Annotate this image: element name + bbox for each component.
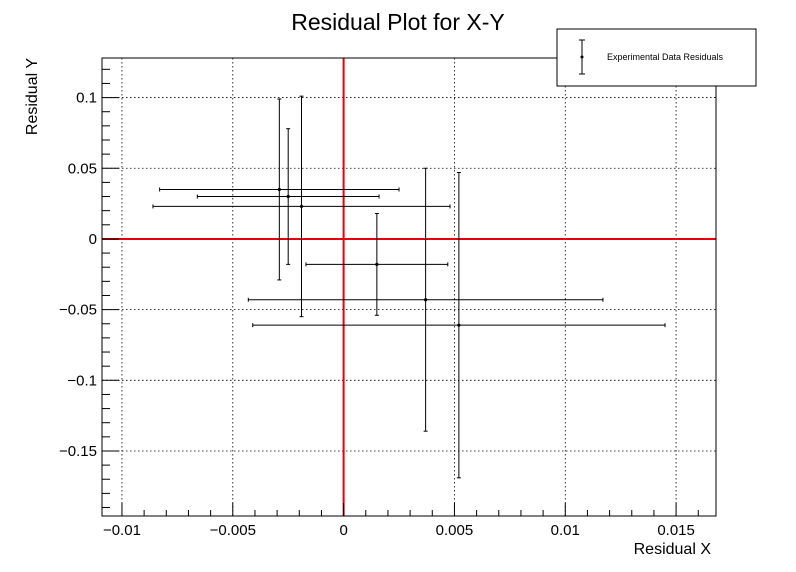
y-tick-label: 0 — [89, 231, 97, 248]
y-tick-label: 0.1 — [76, 90, 97, 107]
data-points — [152, 95, 666, 479]
point-marker — [424, 298, 428, 302]
y-tick-label: 0.05 — [68, 160, 97, 177]
point-marker — [375, 262, 379, 266]
y-tick-label: −0.05 — [59, 302, 97, 319]
legend-marker-icon — [579, 39, 585, 75]
plot-frame — [101, 57, 717, 517]
x-tick-label: −0.01 — [103, 522, 141, 539]
chart-title: Residual Plot for X-Y — [291, 9, 504, 35]
y-tick-label: −0.1 — [67, 372, 97, 389]
x-axis-title: Residual X — [634, 541, 712, 558]
point-marker — [286, 194, 290, 199]
y-tick-label: −0.15 — [59, 443, 97, 460]
data-point — [247, 167, 604, 432]
x-tick-label: 0.015 — [657, 522, 695, 539]
x-tick-label: 0.005 — [436, 522, 474, 539]
grid-lines — [102, 58, 716, 516]
data-point — [305, 212, 449, 316]
legend: Experimental Data Residuals — [556, 28, 757, 87]
x-tick-label: 0 — [339, 522, 347, 539]
point-marker — [299, 204, 304, 209]
tick-labels: −0.01 −0.005 0 0.005 0.01 0.015 0.1 0.05 0 −0.05 −… — [59, 90, 695, 539]
x-tick-label: 0.01 — [551, 522, 580, 539]
legend-box — [556, 28, 757, 87]
data-point — [252, 172, 666, 479]
point-marker — [457, 323, 461, 327]
data-point — [196, 128, 380, 265]
reference-lines — [102, 58, 716, 516]
legend-label: Experimental Data Residuals — [607, 52, 724, 62]
axis-ticks — [102, 68, 699, 516]
x-tick-label: −0.005 — [210, 522, 256, 539]
data-point — [152, 95, 451, 318]
data-point — [159, 98, 400, 281]
y-axis-title: Residual Y — [24, 58, 41, 135]
point-marker — [277, 187, 281, 192]
